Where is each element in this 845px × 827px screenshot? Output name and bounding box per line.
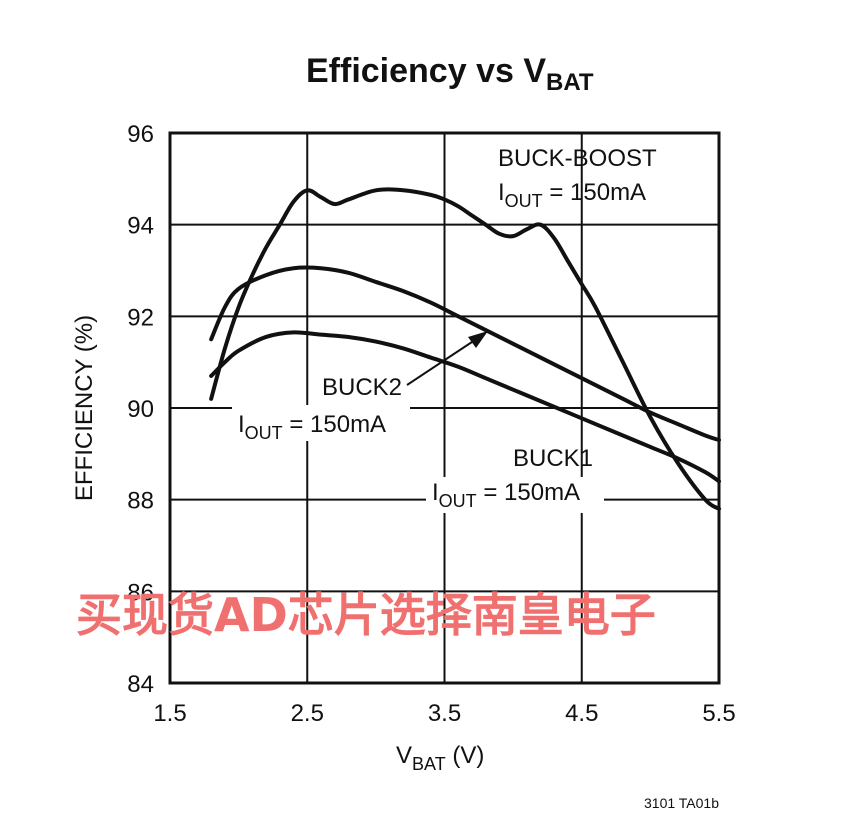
annotation-buck-boost-rest: = 150mA	[543, 179, 646, 206]
chart-title: Efficiency vs VBAT	[306, 52, 594, 96]
x-tick-label: 3.5	[428, 700, 461, 727]
x-axis-label: VBAT (V)	[396, 742, 484, 774]
annotation-buck2-bg	[232, 405, 410, 441]
y-tick-label: 88	[127, 488, 154, 515]
watermark-text: 买现货AD芯片选择南皇电子	[76, 588, 656, 642]
x-axis-label-sub: BAT	[412, 754, 446, 774]
y-tick-label: 90	[127, 396, 154, 423]
annotation-buck1: BUCK1 IOUT = 150mA	[426, 445, 604, 513]
series-line-buck1	[209, 330, 721, 484]
x-axis-label-suffix: (V)	[446, 742, 485, 769]
plot-frame	[168, 131, 721, 685]
y-tick-label: 86	[127, 579, 154, 606]
chart-title-main: Efficiency vs V	[306, 52, 546, 90]
x-tick-label: 1.5	[153, 700, 186, 727]
annotation-buck1-bg	[426, 477, 604, 513]
chart-title-sub: BAT	[546, 69, 594, 96]
y-tick-label: 84	[127, 671, 154, 698]
y-tick-label: 96	[127, 121, 154, 148]
annotation-buck1-line2: IOUT = 150mA	[432, 479, 580, 511]
annotation-buck-boost-i: I	[498, 179, 505, 206]
annotation-buck1-line1: BUCK1	[513, 445, 593, 472]
annotation-buck2-sub: OUT	[245, 423, 283, 443]
y-axis-label: EFFICIENCY (%)	[71, 315, 98, 501]
series-line-buck2	[209, 265, 721, 443]
annotation-buck2-rest: = 150mA	[283, 411, 386, 438]
annotation-buck2-line1: BUCK2	[322, 374, 402, 401]
series-lines	[209, 187, 721, 511]
annotation-buck1-sub: OUT	[439, 491, 477, 511]
figure-id: 3101 TA01b	[644, 795, 719, 811]
annotation-buck2-arrow-head	[468, 331, 488, 348]
annotation-buck1-i: I	[432, 479, 439, 506]
y-tick-labels: 84 86 88 90 92 94 96	[127, 121, 154, 698]
annotation-buck-boost-line2: IOUT = 150mA	[498, 179, 646, 211]
x-tick-label: 2.5	[291, 700, 324, 727]
annotation-buck2-arrow-line	[406, 337, 479, 386]
annotation-buck2-line2: IOUT = 150mA	[238, 411, 386, 443]
x-tick-label: 5.5	[702, 700, 735, 727]
x-axis-label-main: V	[396, 742, 412, 769]
annotation-buck2-i: I	[238, 411, 245, 438]
series-line-buck-boost	[209, 187, 721, 511]
y-tick-label: 94	[127, 213, 154, 240]
annotation-buck2: BUCK2 IOUT = 150mA	[232, 331, 488, 443]
x-tick-label: 4.5	[565, 700, 598, 727]
annotation-buck-boost-sub: OUT	[505, 191, 543, 211]
annotation-buck-boost: BUCK-BOOST IOUT = 150mA	[498, 145, 657, 211]
x-tick-labels: 1.5 2.5 3.5 4.5 5.5	[153, 700, 735, 727]
annotation-buck-boost-line1: BUCK-BOOST	[498, 145, 657, 172]
y-tick-label: 92	[127, 304, 154, 331]
annotation-buck1-rest: = 150mA	[477, 479, 580, 506]
